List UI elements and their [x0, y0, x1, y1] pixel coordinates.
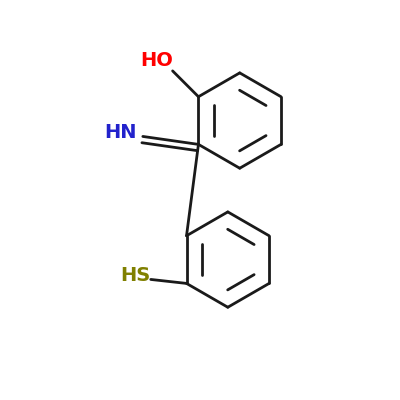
Text: HN: HN	[105, 123, 137, 142]
Text: HO: HO	[140, 52, 173, 70]
Text: HS: HS	[120, 266, 150, 285]
